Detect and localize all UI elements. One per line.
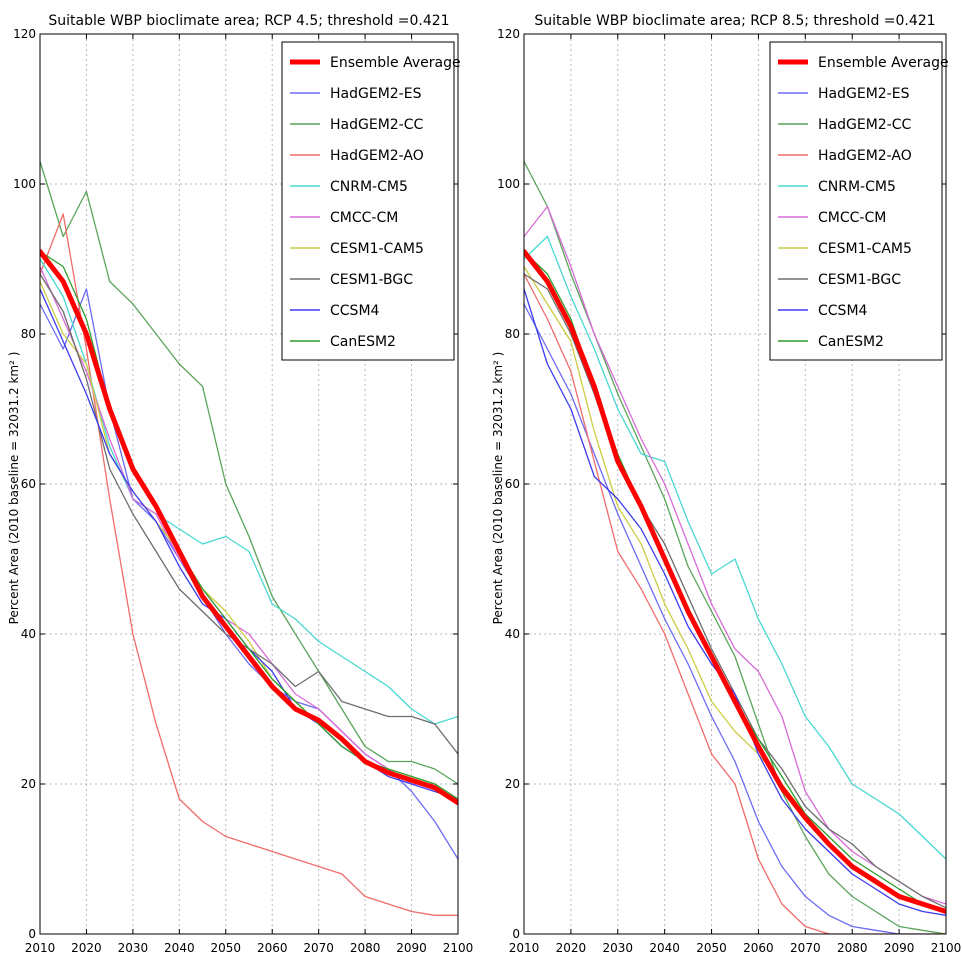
y-tick-label: 40	[21, 627, 36, 641]
legend-label-canesm2: CanESM2	[818, 334, 884, 350]
y-tick-label: 40	[505, 627, 520, 641]
y-tick-label: 100	[497, 177, 520, 191]
series-line-cnrm-cm5	[40, 258, 458, 725]
x-tick-label: 2050	[211, 941, 242, 955]
legend-label-cesm1-bgc: CESM1-BGC	[818, 272, 901, 288]
series-line-hadgem2-ao	[40, 213, 458, 916]
y-tick-label: 100	[13, 177, 36, 191]
series-line-ensemble-average	[40, 249, 458, 806]
y-axis-label: Percent Area (2010 baseline = 32031.2 km…	[491, 352, 505, 625]
y-tick-label: 80	[505, 327, 520, 341]
y-tick-label: 20	[21, 777, 36, 791]
y-tick-label: 0	[512, 927, 520, 941]
legend-box	[281, 41, 455, 361]
x-tick-label: 2080	[837, 941, 868, 955]
legend-label-ensemble-average: Ensemble Average	[330, 55, 461, 71]
y-tick-label: 0	[28, 927, 36, 941]
legend-label-cesm1-cam5: CESM1-CAM5	[330, 241, 424, 257]
x-tick-label: 2090	[396, 941, 427, 955]
legend-label-ccsm4: CCSM4	[818, 303, 868, 319]
legend: Ensemble Average HadGEM2-ES HadGEM2-CC HadG…	[281, 41, 461, 361]
axis-ticks: 2010 2020 2030 2040 2050 2060 2070 2080 2090 2100…	[13, 27, 473, 955]
x-tick-label: 2040	[164, 941, 195, 955]
x-tick-label: 2080	[350, 941, 381, 955]
legend-label-hadgem2-cc: HadGEM2-CC	[330, 117, 424, 133]
y-tick-label: 60	[505, 477, 520, 491]
x-tick-label: 2010	[25, 941, 56, 955]
legend-label-cmcc-cm: CMCC-CM	[818, 210, 886, 226]
x-tick-label: 2010	[509, 941, 540, 955]
y-tick-label: 80	[21, 327, 36, 341]
legend-label-hadgem2-cc: HadGEM2-CC	[818, 117, 912, 133]
legend-label-hadgem2-es: HadGEM2-ES	[818, 86, 910, 102]
legend-box	[769, 41, 943, 361]
legend-label-hadgem2-ao: HadGEM2-AO	[818, 148, 912, 164]
x-tick-label: 2100	[443, 941, 474, 955]
chart-panel-rcp85: 2010 2020 2030 2040 2050 2060 2070 2080 2090 2100…	[491, 13, 961, 955]
legend-label-cnrm-cm5: CNRM-CM5	[330, 179, 408, 195]
series-line-ensemble-average	[524, 249, 946, 914]
x-tick-label: 2070	[303, 941, 334, 955]
chart-title: Suitable WBP bioclimate area; RCP 8.5; t…	[534, 13, 935, 29]
series-group	[40, 160, 458, 916]
y-tick-label: 120	[497, 27, 520, 41]
legend-label-cnrm-cm5: CNRM-CM5	[818, 179, 896, 195]
series-line-hadgem2-es	[524, 303, 946, 934]
series-line-ccsm4	[524, 288, 946, 916]
x-tick-label: 2030	[118, 941, 149, 955]
axis-ticks: 2010 2020 2030 2040 2050 2060 2070 2080 2090 2100…	[497, 27, 961, 955]
legend-label-cesm1-bgc: CESM1-BGC	[330, 272, 413, 288]
legend-label-cesm1-cam5: CESM1-CAM5	[818, 241, 912, 257]
y-tick-label: 60	[21, 477, 36, 491]
x-tick-label: 2020	[71, 941, 102, 955]
x-tick-label: 2090	[884, 941, 915, 955]
legend-label-hadgem2-ao: HadGEM2-AO	[330, 148, 424, 164]
y-tick-label: 120	[13, 27, 36, 41]
x-tick-label: 2100	[931, 941, 962, 955]
legend-label-ccsm4: CCSM4	[330, 303, 380, 319]
legend-label-ensemble-average: Ensemble Average	[818, 55, 949, 71]
x-tick-label: 2060	[257, 941, 288, 955]
legend: Ensemble Average HadGEM2-ES HadGEM2-CC HadG…	[769, 41, 949, 361]
x-tick-label: 2040	[649, 941, 680, 955]
x-tick-label: 2020	[556, 941, 587, 955]
x-tick-label: 2070	[790, 941, 821, 955]
series-line-cnrm-cm5	[524, 235, 946, 860]
chart-title: Suitable WBP bioclimate area; RCP 4.5; t…	[48, 13, 449, 29]
series-line-hadgem2-ao	[524, 273, 946, 934]
legend-label-hadgem2-es: HadGEM2-ES	[330, 86, 422, 102]
legend-label-cmcc-cm: CMCC-CM	[330, 210, 398, 226]
y-tick-label: 20	[505, 777, 520, 791]
y-axis-label: Percent Area (2010 baseline = 32031.2 km…	[7, 352, 21, 625]
x-tick-label: 2060	[743, 941, 774, 955]
series-group	[524, 160, 946, 934]
series-line-hadgem2-cc	[40, 160, 458, 785]
chart-panel-rcp45: 2010 2020 2030 2040 2050 2060 2070 2080 2090 2100…	[7, 13, 473, 955]
legend-label-canesm2: CanESM2	[330, 334, 396, 350]
x-tick-label: 2030	[603, 941, 634, 955]
x-tick-label: 2050	[696, 941, 727, 955]
